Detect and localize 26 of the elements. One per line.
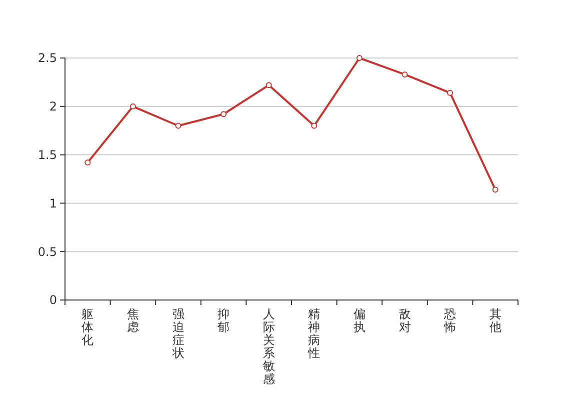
x-tick-label: 躯体化 bbox=[82, 307, 94, 347]
point bbox=[402, 71, 408, 78]
point bbox=[130, 103, 136, 110]
x-tick-label: 敌对 bbox=[398, 307, 411, 334]
x-tick-label: 其他 bbox=[489, 307, 502, 334]
point bbox=[84, 160, 91, 166]
x-tick-label: 抑郁 bbox=[218, 307, 230, 334]
x-tick-label: 强迫症状 bbox=[171, 307, 184, 360]
x-tick-label: 偏执 bbox=[353, 307, 366, 334]
point bbox=[311, 122, 318, 129]
y-tick-label: 0.5 bbox=[38, 244, 57, 259]
point bbox=[492, 186, 498, 193]
point bbox=[447, 90, 454, 96]
point bbox=[356, 55, 362, 61]
point bbox=[175, 122, 182, 129]
y-tick-label: 1 bbox=[49, 196, 57, 210]
x-tick-label: 人际关系敏感 bbox=[262, 307, 275, 386]
y-tick-label: 1.5 bbox=[38, 148, 57, 162]
point bbox=[266, 82, 272, 88]
y-tick-label: 0 bbox=[49, 293, 57, 308]
y-tick-label: 2.5 bbox=[38, 51, 57, 66]
point bbox=[220, 111, 227, 118]
x-tick-label: 焦虑 bbox=[126, 307, 139, 334]
x-tick-label: 恐怖 bbox=[443, 307, 456, 334]
x-tick-label: 精神病性 bbox=[307, 307, 320, 360]
y-tick-label: 2 bbox=[49, 100, 57, 114]
